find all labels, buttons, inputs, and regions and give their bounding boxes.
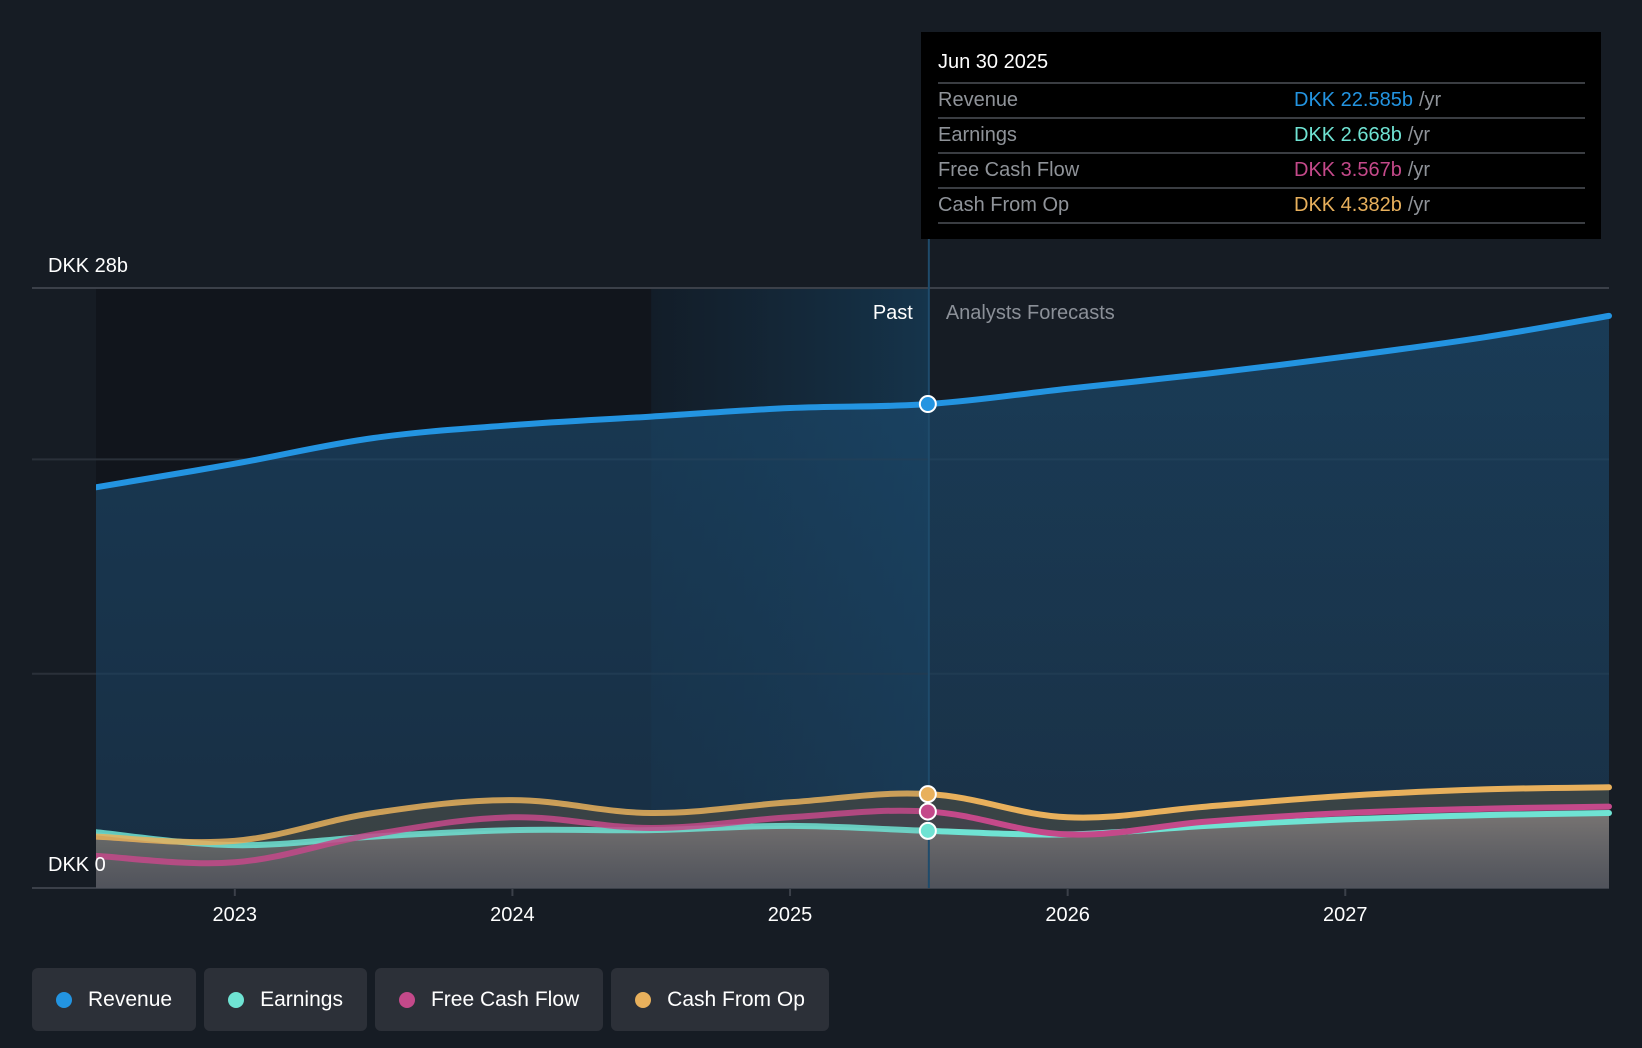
tooltip-row-earnings: Earnings DKK 2.668b /yr	[938, 119, 1585, 154]
revenue-area	[96, 315, 1609, 888]
free-cash-flow-highlight-dot	[918, 802, 937, 821]
tooltip-label: Revenue	[938, 89, 1019, 111]
x-axis: 2023 2024 2025 2026 2027	[213, 888, 1368, 926]
earnings-highlight-dot	[918, 821, 937, 840]
legend-label: Cash From Op	[667, 987, 805, 1011]
forecast-label: Analysts Forecasts	[946, 302, 1115, 324]
y-axis-top-label: DKK 28b	[48, 255, 128, 277]
tooltip-unit: /yr	[1407, 159, 1431, 181]
tooltip-date: Jun 30 2025	[938, 46, 1585, 84]
tooltip-label: Cash From Op	[938, 194, 1070, 216]
tooltip-value: DKK 4.382b	[1294, 194, 1402, 216]
legend-item-free-cash-flow[interactable]: Free Cash Flow	[374, 968, 604, 1031]
tooltip-unit: /yr	[1407, 124, 1431, 146]
cash-from-op-highlight-dot	[918, 785, 937, 804]
y-axis-bottom-label-bg	[32, 848, 96, 886]
series-areas	[96, 315, 1609, 888]
revenue-dot-icon	[56, 991, 72, 1008]
past-label: Past	[873, 302, 913, 324]
tooltip-value: DKK 2.668b	[1294, 124, 1402, 146]
legend-label: Revenue	[88, 987, 173, 1011]
legend-label: Free Cash Flow	[430, 987, 580, 1011]
tooltip-label: Free Cash Flow	[938, 159, 1080, 181]
tooltip-value: DKK 22.585b	[1294, 89, 1413, 111]
legend: Revenue Earnings Free Cash Flow Cash Fro…	[32, 968, 829, 1031]
tooltip-label: Earnings	[938, 124, 1017, 146]
tooltip: Jun 30 2025 Revenue DKK 22.585b /yr Earn…	[921, 32, 1601, 239]
free-cash-flow-line-forecast	[921, 803, 1612, 838]
cash-from-op-dot-icon	[635, 991, 652, 1008]
revenue-highlight-dot	[918, 395, 937, 414]
legend-item-revenue[interactable]: Revenue	[32, 968, 197, 1031]
earnings-dot-icon	[228, 991, 245, 1008]
free-cash-flow-line-past	[96, 807, 921, 867]
legend-label: Earnings	[260, 987, 343, 1011]
revenue-line-past	[96, 401, 921, 491]
tooltip-unit: /yr	[1418, 89, 1442, 111]
revenue-line-forecast	[921, 312, 1612, 408]
tooltip-unit: /yr	[1407, 194, 1431, 216]
legend-item-cash-from-op[interactable]: Cash From Op	[611, 968, 829, 1031]
series-lines	[96, 312, 1612, 867]
highlight-dots	[918, 395, 937, 840]
x-tick-label: 2026	[1045, 904, 1090, 926]
cash-from-op-line-past	[96, 790, 921, 846]
x-tick-label: 2027	[1323, 904, 1368, 926]
earnings-line-forecast	[921, 810, 1612, 838]
tooltip-value: DKK 3.567b	[1294, 159, 1402, 181]
cash-from-op-line-forecast	[921, 784, 1612, 821]
tooltip-row-cash-from-op: Cash From Op DKK 4.382b /yr	[938, 189, 1585, 224]
legend-item-earnings[interactable]: Earnings	[204, 968, 367, 1031]
y-axis-bottom-label: DKK 0	[48, 854, 106, 876]
chart: 2023 2024 2025 2026 2027 DKK 28b DKK 0 Past …	[32, 239, 1612, 926]
tooltip-row-revenue: Revenue DKK 22.585b /yr	[938, 84, 1585, 119]
x-tick-label: 2024	[490, 904, 535, 926]
tooltip-row-free-cash-flow: Free Cash Flow DKK 3.567b /yr	[938, 154, 1585, 189]
free-cash-flow-dot-icon	[398, 991, 415, 1008]
x-tick-label: 2023	[213, 904, 258, 926]
x-tick-label: 2025	[768, 904, 813, 926]
